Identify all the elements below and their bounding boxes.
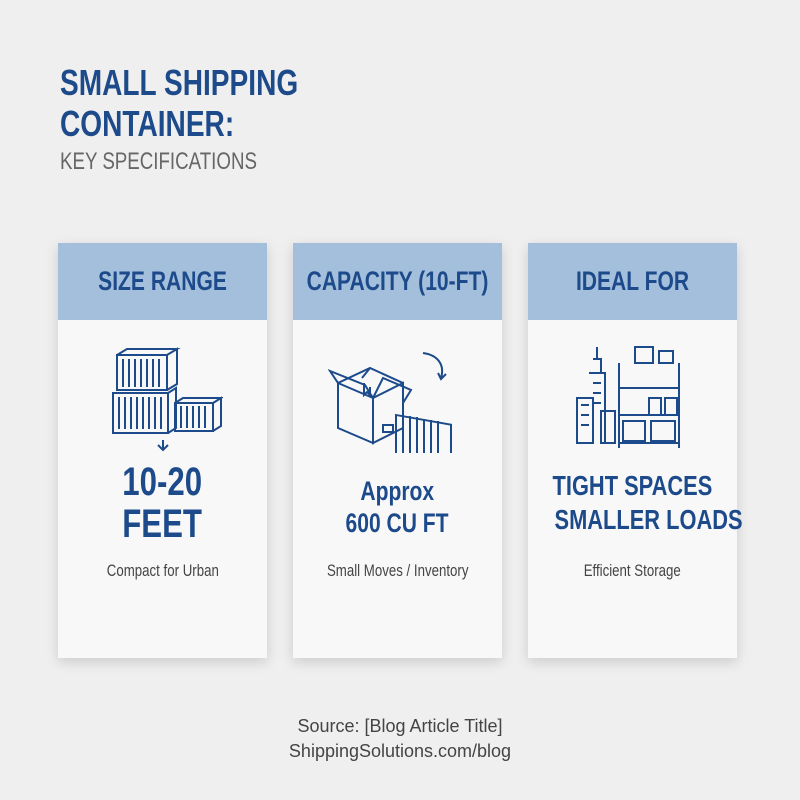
caption-text: Compact for Urban xyxy=(106,561,219,580)
card-size-range: SIZE RANGE 10-20 FEET Compact for Urban xyxy=(58,243,267,658)
card-header-label: CAPACITY (10-FT) xyxy=(306,266,489,296)
caption-text: Efficient Storage xyxy=(583,561,682,580)
card-header: SIZE RANGE xyxy=(58,243,267,320)
value-line-1: Approx xyxy=(360,476,435,506)
title-line-1: SMALL SHIPPING xyxy=(60,62,299,103)
source-attribution: Source: [Blog Article Title] ShippingSol… xyxy=(0,714,800,764)
city-warehouse-icon xyxy=(528,343,737,458)
value-line-2: FEET xyxy=(122,502,203,546)
card-value: TIGHT SPACES SMALLER LOADS xyxy=(528,469,743,537)
card-header: IDEAL FOR xyxy=(528,243,737,320)
title-line-2: CONTAINER: xyxy=(60,103,235,144)
card-caption: Compact for Urban xyxy=(58,561,267,581)
page-subtitle: KEY SPECIFICATIONS xyxy=(60,148,313,176)
value-line-1: TIGHT SPACES xyxy=(552,470,713,501)
caption-text: Small Moves / Inventory xyxy=(326,561,469,580)
card-header-label: IDEAL FOR xyxy=(575,266,690,296)
card-header: CAPACITY (10-FT) xyxy=(293,243,502,320)
value-line-2: 600 CU FT xyxy=(345,508,449,538)
stacked-containers-icon xyxy=(58,343,267,458)
card-caption: Efficient Storage xyxy=(528,561,737,581)
source-line: Source: [Blog Article Title] xyxy=(297,716,503,736)
value-line-2: SMALLER LOADS xyxy=(554,504,743,535)
card-value: 10-20 FEET xyxy=(58,461,267,545)
box-to-container-icon xyxy=(293,343,502,458)
card-header-label: SIZE RANGE xyxy=(98,266,227,296)
value-line-1: 10-20 xyxy=(122,460,203,504)
card-ideal-for: IDEAL FOR TIGHT SPACES SMALLER LOADS Eff… xyxy=(528,243,743,658)
subtitle-text: KEY SPECIFICATIONS xyxy=(60,148,257,175)
card-caption: Small Moves / Inventory xyxy=(293,561,502,581)
source-url[interactable]: ShippingSolutions.com/blog xyxy=(288,741,512,761)
card-capacity: CAPACITY (10-FT) Approx 600 CU FT Small … xyxy=(293,243,502,658)
card-value: Approx 600 CU FT xyxy=(293,475,502,539)
page-title: SMALL SHIPPING CONTAINER: xyxy=(60,62,365,144)
